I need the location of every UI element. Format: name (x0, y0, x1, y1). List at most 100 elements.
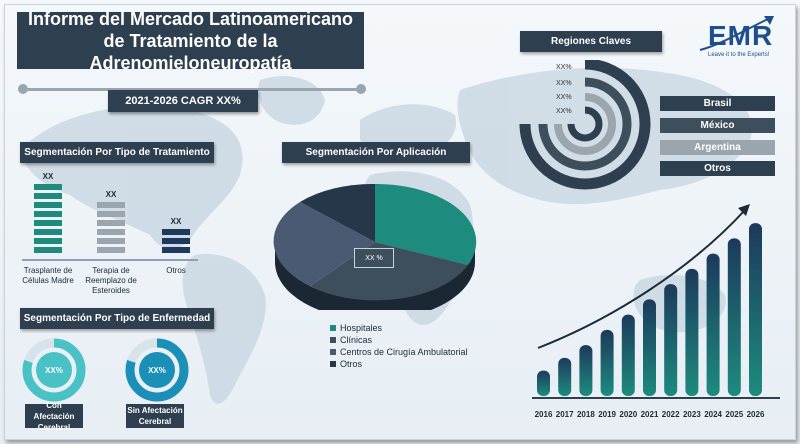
treatment-bar-segment (162, 247, 190, 253)
year-label: 2019 (598, 410, 616, 419)
treatment-label: Trasplante de Células Madre (22, 266, 74, 285)
treatment-value: XX (105, 190, 117, 199)
cagr-badge: 2021-2026 CAGR XX% (108, 90, 258, 112)
year-label: 2026 (746, 410, 765, 419)
treatment-bar-segment (34, 247, 62, 253)
legend-label: Centros de Cirugía Ambulatorial (340, 347, 468, 357)
disease-donut-arc (125, 338, 189, 402)
year-label: 2017 (555, 410, 574, 419)
year-label: 2024 (704, 410, 722, 419)
logo-tagline: Leave it to the Experts! (708, 52, 770, 58)
region-arc-4 (567, 106, 603, 142)
legend-item: Clínicas (330, 334, 468, 346)
year-label: 2018 (576, 410, 595, 419)
page-frame (4, 4, 796, 440)
growth-bar (706, 253, 720, 396)
treatment-bar-segment (97, 211, 125, 217)
treatment-bar-segment (34, 184, 62, 190)
legend-label: Otros (340, 359, 363, 369)
pie-slice-hospitales (375, 183, 477, 265)
report-title: Informe del Mercado Latinoamericano de T… (17, 9, 364, 73)
treatment-bar-segment (162, 238, 190, 244)
region-arc-label-1: XX% (556, 64, 572, 71)
growth-bar (727, 238, 741, 396)
legend-swatch (330, 325, 336, 331)
region-mexico: México (660, 118, 775, 133)
treatment-bar-segment (34, 229, 62, 235)
disease-donuts: XX% XX% (22, 338, 189, 402)
logo-arrow-icon (699, 16, 774, 51)
growth-trend-arrow (537, 209, 746, 349)
region-arc-2 (538, 77, 632, 171)
region-arc-1 (519, 60, 651, 190)
regions-section-title: Regiones Claves (520, 31, 662, 52)
pie-side (275, 242, 475, 310)
growth-bar (579, 345, 593, 396)
growth-bar (621, 314, 635, 396)
treatment-value: XX (42, 172, 54, 181)
treatment-bar-segment (34, 211, 62, 217)
map-australia (633, 275, 726, 333)
region-brasil: Brasil (660, 96, 775, 111)
legend-label: Clínicas (340, 335, 373, 345)
treatment-section-title: Segmentación Por Tipo de Tratamiento (20, 142, 214, 163)
pie-slice-centros (273, 202, 375, 286)
treatment-bar-segment (97, 220, 125, 226)
legend-swatch (330, 361, 336, 367)
disease-donut-value: XX% (148, 366, 166, 375)
treatment-baseline (22, 259, 198, 261)
growth-bar (600, 329, 614, 396)
disease-donut-center (36, 352, 72, 388)
growth-bar (685, 268, 699, 396)
disease-donut-arc (22, 338, 86, 402)
legend-swatch (330, 349, 336, 355)
treatment-label: Terapia de Reemplazo de Esteroides (85, 266, 137, 295)
region-arc-label-3: XX% (556, 94, 572, 101)
treatment-label: Otros (166, 266, 186, 275)
growth-arrowhead-icon (738, 204, 750, 216)
treatment-bar-segment (162, 229, 190, 235)
application-legend: Hospitales Clínicas Centros de Cirugía A… (330, 322, 468, 370)
pie-slice-clinicas (310, 242, 468, 301)
treatment-bar-segment (97, 229, 125, 235)
disease-donut-center (139, 352, 175, 388)
logo-text: EMR (708, 20, 774, 51)
treatment-value: XX (170, 217, 182, 226)
title-underline (22, 88, 362, 91)
title-line-dot-right (356, 84, 366, 94)
treatment-bar-segment (34, 238, 62, 244)
year-label: 2021 (640, 410, 659, 419)
map-south-america (182, 254, 266, 404)
year-label: 2022 (661, 410, 680, 419)
regions-arcs (519, 60, 651, 190)
year-label: 2023 (682, 410, 701, 419)
disease-label-2: Sin Afectación Cerebral (126, 404, 184, 428)
region-arc-label-2: XX% (556, 80, 572, 87)
emr-logo: EMR Leave it to the Experts! (690, 10, 785, 60)
pie-slice-otros (300, 183, 375, 242)
region-arc-3 (554, 93, 616, 155)
legend-swatch (330, 337, 336, 343)
treatment-bar-segment (97, 238, 125, 244)
growth-bar (664, 284, 678, 396)
growth-bar (749, 223, 762, 396)
disease-label-1: Con Afectación Cerebral (25, 401, 83, 432)
application-section-title: Segmentación Por Aplicación (282, 142, 470, 163)
region-otros: Otros (660, 161, 775, 176)
legend-item: Otros (330, 358, 468, 370)
year-label: 2020 (619, 410, 638, 419)
growth-bar (643, 299, 656, 396)
disease-donut-value: XX% (45, 366, 63, 375)
legend-item: Centros de Cirugía Ambulatorial (330, 346, 468, 358)
pie-center-label: XX % (354, 248, 394, 268)
treatment-bar-segment (97, 247, 125, 253)
treatment-bar-segment (34, 220, 62, 226)
treatment-bar-segment (97, 202, 125, 208)
growth-bar (537, 370, 550, 396)
application-pie (273, 183, 477, 310)
growth-bar (558, 357, 572, 396)
region-arc-label-4: XX% (556, 108, 572, 115)
legend-label: Hospitales (340, 323, 383, 333)
disease-section-title: Segmentación Por Tipo de Enfermedad (20, 308, 214, 329)
